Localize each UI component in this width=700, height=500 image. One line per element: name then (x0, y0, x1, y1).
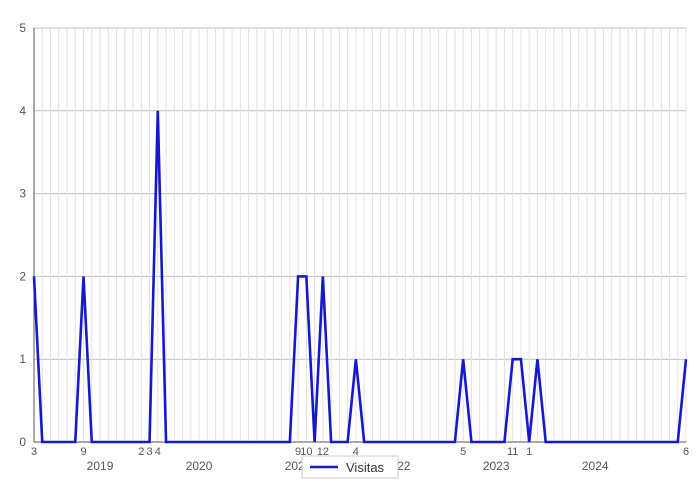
y-tick-label: 0 (19, 435, 26, 449)
chart-container: { "chart": { "type": "line", "title": "V… (0, 0, 700, 500)
x-year-label: 2024 (582, 459, 609, 473)
x-point-label: 3 (31, 446, 37, 458)
x-year-label: 2019 (87, 459, 114, 473)
x-point-label: 4 (155, 446, 161, 458)
x-point-label: 5 (460, 446, 466, 458)
legend-label: Visitas (346, 460, 385, 475)
x-point-label: 6 (683, 446, 689, 458)
x-year-label: 2020 (186, 459, 213, 473)
chart-svg: 012345 3923491012451116 2019202020212022… (0, 0, 700, 500)
x-point-label: 2 (138, 446, 144, 458)
x-year-label: 2023 (483, 459, 510, 473)
y-tick-label: 1 (19, 352, 26, 366)
x-point-label: 3 (146, 446, 152, 458)
legend: Visitas (302, 456, 398, 478)
x-point-label: 1 (526, 446, 532, 458)
y-tick-label: 4 (19, 104, 26, 118)
y-tick-label: 3 (19, 187, 26, 201)
x-point-label: 9 (80, 446, 86, 458)
y-tick-label: 5 (19, 21, 26, 35)
x-point-label: 11 (507, 446, 518, 458)
y-tick-label: 2 (19, 269, 26, 283)
